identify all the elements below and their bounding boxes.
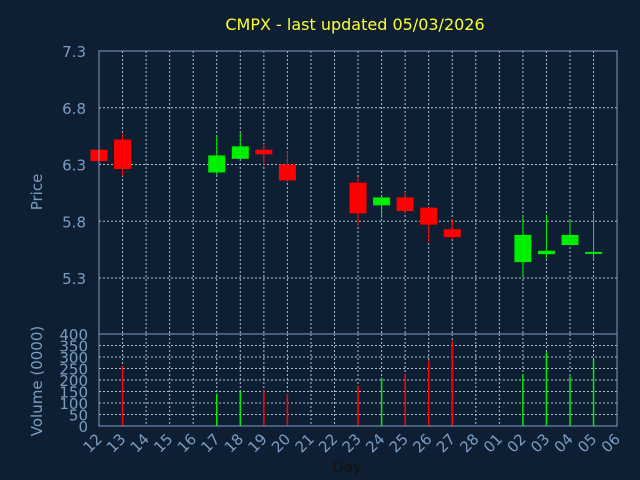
candlestick-series (90, 132, 603, 277)
volume-plot-frame (98, 333, 618, 427)
candle (373, 196, 391, 218)
candle (255, 144, 273, 167)
candle (514, 216, 532, 277)
candle (396, 191, 414, 214)
price-tick-label: 6.3 (62, 157, 86, 175)
candle (231, 132, 249, 159)
candle (349, 176, 367, 226)
price-tick-label: 5.8 (62, 213, 86, 231)
candle-body (514, 234, 532, 263)
volume-axis-label: Volume (0000) (28, 326, 46, 436)
volume-tick-label: 150 (59, 384, 88, 402)
volume-tick-label: 250 (59, 361, 88, 379)
candle (114, 133, 132, 176)
candle-body (443, 229, 461, 238)
volume-series (121, 340, 595, 426)
candle (561, 220, 579, 246)
candle-body (537, 250, 555, 255)
volume-tick-label: 300 (59, 349, 88, 367)
chart-title: CMPX - last updated 05/03/2026 (225, 15, 484, 34)
price-tick-label: 5.3 (62, 270, 86, 288)
volume-tick-label: 50 (69, 407, 88, 425)
price-tick-label: 6.8 (62, 100, 86, 118)
candle-body (585, 251, 603, 254)
candle (585, 213, 603, 260)
candle-body (278, 164, 296, 181)
candle (537, 214, 555, 259)
candle-body (561, 234, 579, 246)
candle-body (373, 197, 391, 206)
candle-body (114, 139, 132, 170)
volume-tick-label: 100 (59, 395, 88, 413)
candle-body (349, 182, 367, 214)
candle-body (231, 146, 249, 159)
volume-tick-label: 200 (59, 372, 88, 390)
x-axis-ticks: 1213141516171819202122232425262728010203… (80, 430, 624, 456)
candle (208, 136, 226, 175)
candle (278, 150, 296, 182)
price-axis-label: Price (28, 174, 46, 211)
price-tick-label: 7.3 (62, 43, 86, 61)
volume-tick-label: 350 (59, 338, 88, 356)
candle-body (208, 155, 226, 173)
candle (443, 218, 461, 240)
candle-body (396, 197, 414, 212)
candle (420, 207, 438, 242)
candle-body (255, 149, 273, 155)
price-y-ticks: 7.3 6.8 6.3 5.8 5.3 (62, 43, 86, 288)
volume-tick-label: 400 (59, 326, 88, 344)
plot-frames (98, 50, 618, 427)
volume-tick-label: 0 (78, 418, 88, 436)
x-axis-label: Day (332, 458, 362, 476)
candle-body (420, 207, 438, 225)
